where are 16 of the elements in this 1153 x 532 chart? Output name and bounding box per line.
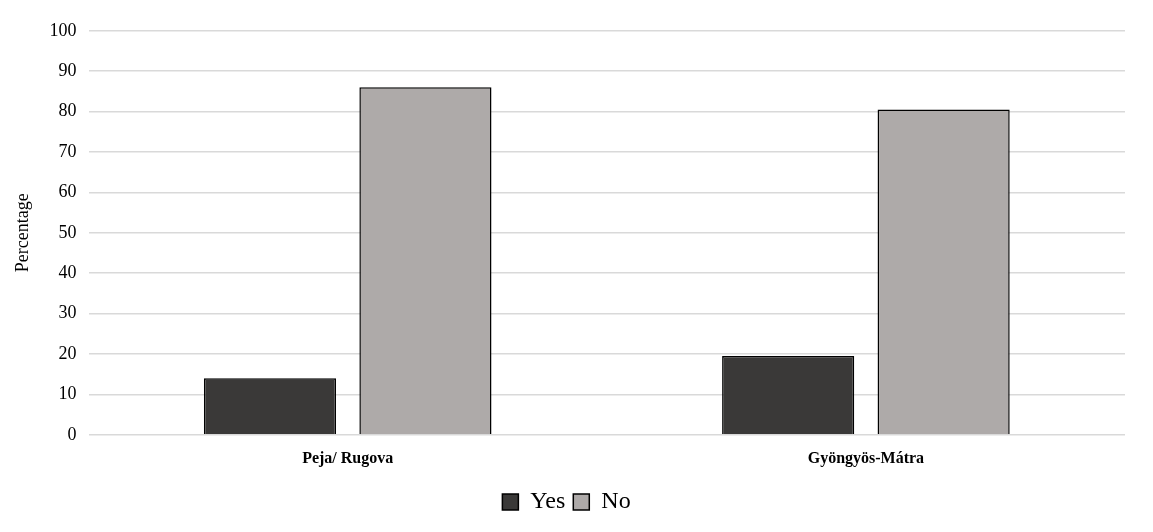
y-tick-label: 90 bbox=[58, 59, 77, 80]
y-tick-label: 70 bbox=[58, 140, 77, 161]
y-tick-label: 80 bbox=[58, 100, 77, 121]
y-tick-label: 50 bbox=[58, 221, 77, 242]
y-tick-label: 20 bbox=[58, 342, 77, 363]
y-tick-label: 10 bbox=[58, 383, 77, 404]
x-tick-label: Gyöngyös-Mátra bbox=[807, 448, 925, 467]
x-tick-label: Peja/ Rugova bbox=[302, 448, 394, 467]
y-tick-label: 100 bbox=[49, 19, 77, 40]
y-tick-label: 0 bbox=[67, 423, 77, 444]
y-axis-title: Percentage bbox=[11, 193, 32, 273]
y-tick-label: 30 bbox=[58, 302, 77, 323]
y-tick-label: 60 bbox=[58, 181, 77, 202]
legend-label: Yes bbox=[530, 487, 566, 514]
legend-label: No bbox=[601, 487, 631, 514]
y-tick-label: 40 bbox=[58, 261, 77, 282]
